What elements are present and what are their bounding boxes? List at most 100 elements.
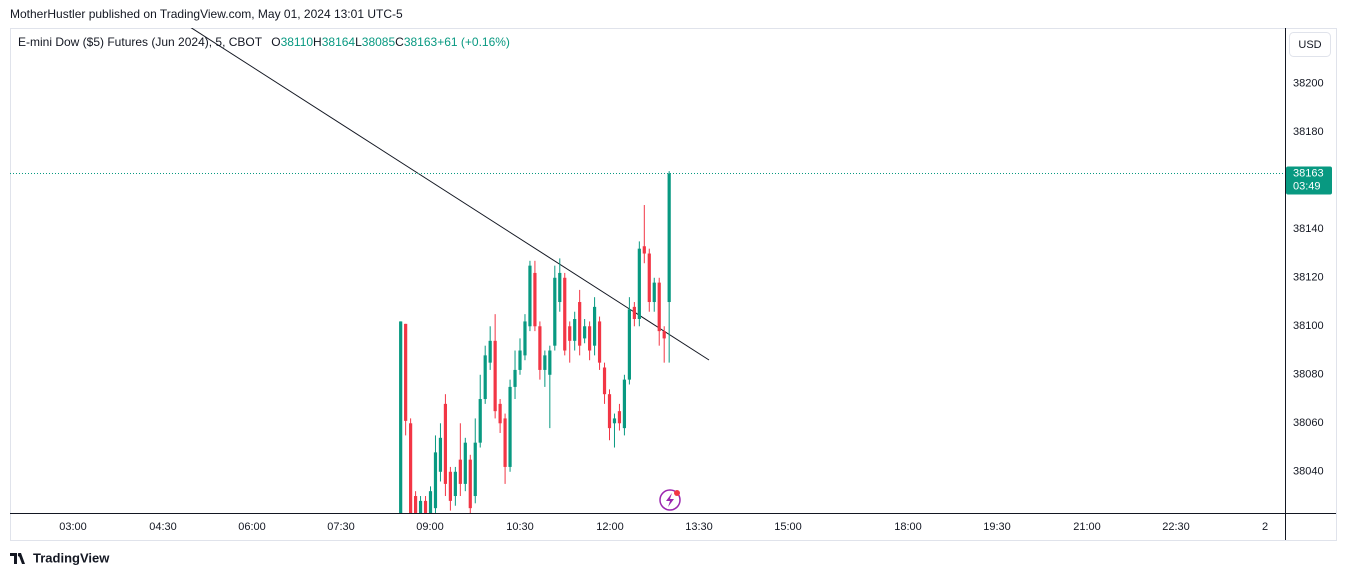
- countdown: 03:49: [1293, 180, 1321, 192]
- candle-body: [617, 411, 622, 424]
- candle-body: [652, 282, 656, 303]
- x-tick-label: 18:00: [894, 521, 922, 533]
- x-tick-label: 09:00: [416, 521, 444, 533]
- x-tick-label: 22:30: [1162, 521, 1190, 533]
- y-tick-label: 38040: [1293, 466, 1324, 478]
- candle-body: [428, 491, 433, 513]
- currency-label: USD: [1298, 39, 1321, 51]
- candle-body: [423, 500, 428, 513]
- candle-body: [578, 302, 582, 346]
- x-tick-label: 06:00: [238, 521, 266, 533]
- candle-body: [463, 442, 467, 484]
- legend-label: L: [355, 35, 362, 49]
- candle-body: [453, 471, 457, 497]
- x-tick-label: 10:30: [506, 521, 534, 533]
- candle-body: [573, 319, 577, 341]
- currency-button[interactable]: [1289, 32, 1331, 57]
- x-tick-label: 21:00: [1073, 521, 1101, 533]
- candle-body: [513, 369, 517, 387]
- legend-value: 38110: [280, 35, 314, 49]
- legend-label: H: [313, 35, 322, 49]
- brand: TradingView: [33, 550, 110, 565]
- candle-body: [602, 367, 607, 395]
- candle-body: [627, 309, 631, 380]
- candle-body: [538, 326, 542, 370]
- y-tick-label: 38100: [1293, 320, 1324, 332]
- candle-body: [523, 321, 527, 356]
- candle-body: [597, 321, 602, 363]
- candle-body: [592, 306, 597, 346]
- candle-body: [553, 277, 557, 346]
- candle-body: [563, 277, 567, 351]
- candle-body: [637, 248, 641, 319]
- y-tick-label: 38200: [1293, 78, 1324, 90]
- candle-body: [404, 323, 408, 421]
- candle-body: [493, 340, 497, 412]
- legend-label: C: [395, 35, 404, 49]
- legend-label: O: [271, 35, 281, 49]
- candle-body: [483, 355, 487, 400]
- candle-body: [607, 394, 612, 429]
- candle-body: [409, 423, 413, 513]
- candle-body: [433, 452, 438, 509]
- candle-body: [488, 340, 492, 363]
- candle-body: [583, 326, 587, 339]
- last-price-label: 38163: [1293, 167, 1324, 179]
- y-tick-label: 38120: [1293, 272, 1324, 284]
- candle-body: [533, 272, 537, 327]
- x-tick-label: 19:30: [983, 521, 1011, 533]
- legend: E-mini Dow ($5) Futures (Jun 2024), 5, C…: [18, 35, 510, 49]
- candle-body: [503, 418, 507, 467]
- frame: [10, 28, 1337, 541]
- candle-body: [588, 326, 592, 351]
- candle-body: [622, 379, 627, 429]
- candle-body: [543, 355, 547, 370]
- x-tick-label: 12:00: [596, 521, 624, 533]
- candle-body: [632, 306, 636, 319]
- last-price-box: [1286, 166, 1332, 195]
- brand-logo: [10, 553, 25, 564]
- legend-value: 38085: [361, 35, 396, 49]
- candle-body: [518, 350, 522, 370]
- candle-body: [508, 386, 512, 467]
- candle-body: [662, 331, 666, 339]
- candle-body: [438, 437, 443, 472]
- x-tick-label: 07:30: [327, 521, 355, 533]
- alert-icon[interactable]: [659, 489, 681, 511]
- candle-body: [458, 459, 462, 484]
- y-tick-label: 38060: [1293, 417, 1324, 429]
- candle-body: [473, 442, 477, 497]
- change-label: +61 (+0.16%): [437, 35, 510, 49]
- candle-body: [478, 399, 482, 443]
- x-tick-label: 13:30: [685, 521, 713, 533]
- x-tick-label: 2: [1262, 521, 1268, 533]
- candle-body: [667, 173, 671, 303]
- y-tick-label: 38140: [1293, 223, 1324, 235]
- candle-body: [413, 496, 418, 513]
- candle-body: [568, 326, 572, 341]
- x-tick-label: 04:30: [149, 521, 177, 533]
- symbol-title: E-mini Dow ($5) Futures (Jun 2024), 5, C…: [18, 35, 262, 49]
- candle-body: [418, 500, 423, 513]
- candle-body: [657, 282, 661, 332]
- candle-body: [443, 403, 448, 484]
- publisher-line: MotherHustler published on TradingView.c…: [10, 7, 403, 21]
- candle-body: [647, 253, 651, 303]
- plot: [190, 28, 710, 513]
- y-tick-label: 38180: [1293, 126, 1324, 138]
- candle-body: [558, 272, 562, 303]
- candle-body: [612, 418, 617, 424]
- candle-body: [642, 246, 646, 254]
- candle-body: [528, 265, 532, 327]
- candle-body: [399, 321, 403, 513]
- candle-body: [548, 350, 552, 375]
- candle-body: [448, 471, 452, 501]
- y-tick-label: 38080: [1293, 369, 1324, 381]
- x-tick-label: 03:00: [59, 521, 87, 533]
- legend-value: 38164: [321, 35, 356, 49]
- trend-line: [190, 28, 710, 361]
- legend-value: 38163: [403, 35, 438, 49]
- x-tick-label: 15:00: [774, 521, 802, 533]
